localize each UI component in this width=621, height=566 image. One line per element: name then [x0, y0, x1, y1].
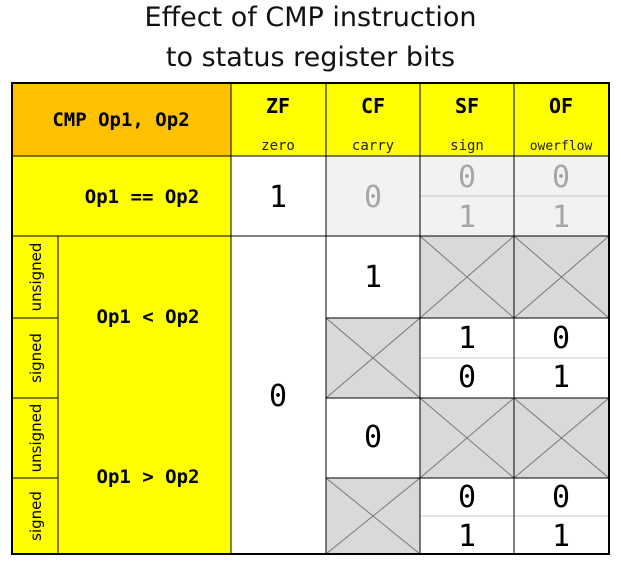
grid-lines — [12, 83, 609, 554]
not-equal-zf-value: 0 — [269, 379, 287, 414]
row-less-label: Op1 < Op2 — [97, 306, 200, 328]
equal-sf-value-2: 1 — [458, 200, 476, 235]
greater-signed-sf-value-1: 0 — [458, 480, 476, 515]
less-signed-sf-value-2: 0 — [458, 360, 476, 395]
row-equal-label: Op1 == Op2 — [85, 186, 199, 208]
row-less-greater-label-cell — [12, 236, 231, 554]
cross-marks — [325, 235, 610, 555]
flag-name-of: OF — [549, 94, 573, 118]
flag-desc-cf: carry — [352, 138, 394, 154]
greater-unsigned-cf-value: 0 — [364, 420, 382, 455]
side-label-greater-unsigned: unsigned — [27, 404, 45, 473]
greater-signed-sf-value-2: 1 — [458, 519, 476, 554]
less-signed-of-value-2: 1 — [552, 360, 570, 395]
greater-signed-of-value-1: 0 — [552, 480, 570, 515]
diagram-title-line-2: to status register bits — [165, 42, 456, 73]
flag-desc-sf: sign — [450, 138, 484, 154]
row-greater-label: Op1 > Op2 — [97, 466, 200, 488]
flag-desc-zf: zero — [261, 138, 295, 154]
less-unsigned-cf-value: 1 — [364, 260, 382, 295]
row-equal-label-cell — [12, 156, 231, 236]
equal-zf-value: 1 — [269, 180, 287, 215]
side-label-less-unsigned: unsigned — [27, 243, 45, 312]
header-corner-label: CMP Op1, Op2 — [52, 109, 189, 131]
equal-cf-value: 0 — [364, 180, 382, 215]
greater-signed-of-value-2: 1 — [552, 519, 570, 554]
less-signed-sf-value-1: 1 — [458, 321, 476, 356]
table-border — [11, 82, 610, 555]
flag-name-sf: SF — [455, 94, 479, 118]
equal-sf-value-1: 0 — [458, 160, 476, 195]
flag-name-zf: ZF — [266, 94, 290, 118]
header-corner-cell — [12, 83, 231, 156]
equal-of-value-1: 0 — [552, 160, 570, 195]
side-label-greater-signed: signed — [27, 491, 45, 541]
flag-name-cf: CF — [361, 94, 385, 118]
less-signed-of-value-1: 0 — [552, 321, 570, 356]
side-label-less-signed: signed — [27, 333, 45, 383]
diagram-title-line-1: Effect of CMP instruction — [144, 2, 477, 33]
flag-desc-of: owerflow — [530, 139, 593, 154]
equal-of-value-2: 1 — [552, 200, 570, 235]
